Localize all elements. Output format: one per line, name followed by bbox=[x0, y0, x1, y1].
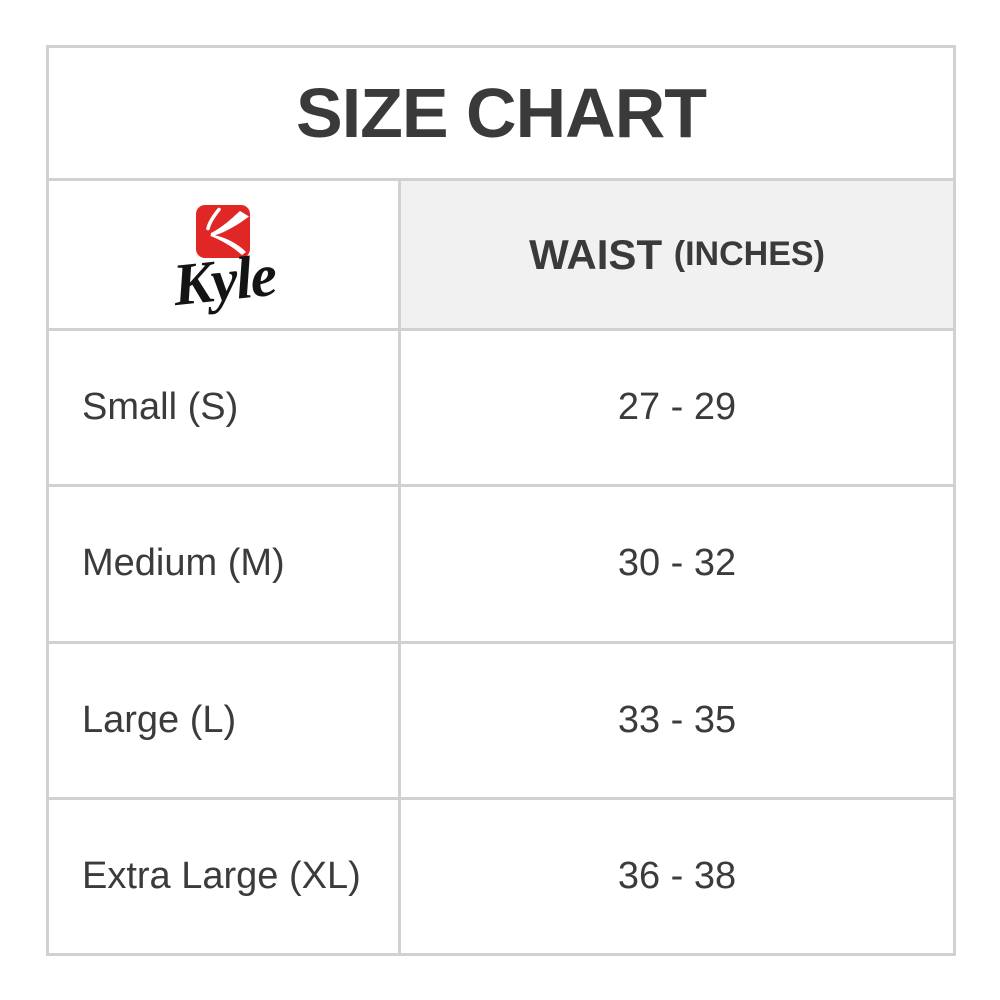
size-label: Medium (M) bbox=[82, 542, 285, 585]
size-label: Extra Large (XL) bbox=[82, 854, 361, 897]
waist-value: 33 - 35 bbox=[617, 698, 737, 741]
table-row-large: Large (L) 33 - 35 bbox=[49, 643, 953, 800]
table-row-medium: Medium (M) 30 - 32 bbox=[49, 487, 953, 644]
page-title: SIZE CHART bbox=[296, 74, 707, 152]
kyle-logo: Kyle bbox=[169, 205, 278, 318]
size-chart-table: SIZE CHART Kyle WAIST (INCHES) Small (S)… bbox=[46, 45, 956, 956]
table-row-small: Small (S) 27 - 29 bbox=[49, 331, 953, 488]
table-row-extra-large: Extra Large (XL) 36 - 38 bbox=[49, 799, 953, 953]
brand-cell: Kyle bbox=[49, 181, 401, 328]
waist-header-cell: WAIST (INCHES) bbox=[401, 181, 953, 328]
header-row: Kyle WAIST (INCHES) bbox=[49, 181, 953, 331]
waist-value: 30 - 32 bbox=[617, 542, 737, 585]
size-label: Large (L) bbox=[82, 698, 237, 741]
waist-value: 27 - 29 bbox=[617, 386, 737, 429]
waist-header-unit: (INCHES) bbox=[673, 235, 825, 273]
title-row: SIZE CHART bbox=[49, 48, 953, 181]
kyle-brand-script: Kyle bbox=[169, 241, 278, 319]
size-label: Small (S) bbox=[82, 386, 239, 429]
waist-header-label: WAIST bbox=[529, 230, 663, 278]
kyle-k-icon bbox=[196, 205, 251, 258]
waist-value: 36 - 38 bbox=[617, 854, 737, 897]
